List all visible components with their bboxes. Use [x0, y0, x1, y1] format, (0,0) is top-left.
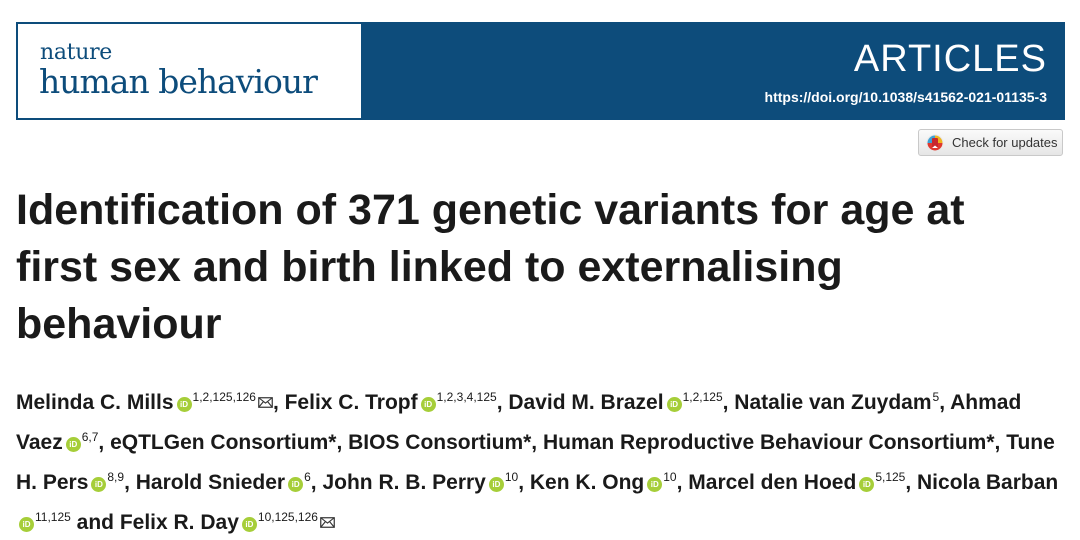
author-separator: ,	[676, 471, 689, 494]
orcid-icon[interactable]: iD	[91, 477, 107, 492]
author[interactable]: eQTLGen Consortium*	[110, 431, 336, 454]
orcid-icon[interactable]: iD	[19, 517, 34, 532]
author-name[interactable]: Ken K. Ong	[529, 471, 645, 494]
affiliation-numbers[interactable]: 10	[504, 470, 519, 484]
affiliation-numbers[interactable]: 1,2,125	[682, 390, 723, 404]
envelope-icon[interactable]	[320, 517, 335, 528]
author-separator: ,	[518, 471, 530, 494]
orcid-icon[interactable]: iD	[288, 477, 304, 492]
author-name[interactable]: eQTLGen Consortium*	[110, 431, 337, 454]
author-separator: ,	[98, 431, 111, 454]
author[interactable]: Ahmad Vaez iD6,7	[16, 391, 1021, 454]
author-name[interactable]: BIOS Consortium*	[348, 431, 532, 454]
author-name[interactable]: Marcel den Hoed	[688, 471, 857, 494]
affiliation-numbers[interactable]: 10	[663, 470, 677, 484]
journal-header: nature human behaviour ARTICLES https://…	[16, 22, 1065, 120]
author[interactable]: Felix R. Day iD10,125,126	[119, 510, 335, 534]
author-separator: ,	[336, 431, 349, 454]
author-name[interactable]: Nicola Barban	[917, 471, 1059, 494]
orcid-icon[interactable]: iD	[666, 397, 682, 412]
author-name[interactable]: Natalie van Zuydam	[734, 391, 932, 414]
affiliation-numbers[interactable]: 1,2,125,126	[192, 390, 256, 404]
affiliation-numbers[interactable]: 11,125	[35, 510, 71, 524]
author[interactable]: Felix C. Tropf iD1,2,3,4,125	[284, 390, 497, 414]
author-name[interactable]: Ahmad Vaez	[16, 391, 1022, 454]
author[interactable]: Marcel den Hoed iD5,125	[688, 470, 906, 494]
author-separator: ,	[531, 431, 543, 454]
crossmark-icon	[926, 134, 944, 151]
affiliation-numbers[interactable]: 10,125,126	[257, 510, 318, 524]
author-name[interactable]: Melinda C. Mills	[16, 391, 174, 414]
author-name[interactable]: Felix R. Day	[119, 511, 239, 534]
author[interactable]: BIOS Consortium*	[348, 431, 531, 454]
author-name[interactable]: David M. Brazel	[508, 391, 664, 414]
orcid-icon[interactable]: iD	[859, 477, 875, 492]
author[interactable]: Human Reproductive Behaviour Consortium*	[543, 431, 995, 454]
logo-nature-text: nature	[40, 40, 113, 65]
author-separator: ,	[994, 431, 1007, 454]
orcid-icon[interactable]: iD	[420, 397, 436, 412]
affiliation-numbers[interactable]: 1,2,3,4,125	[436, 390, 497, 404]
author-name[interactable]: Human Reproductive Behaviour Consortium*	[542, 431, 995, 454]
author-list: Melinda C. Mills iD1,2,125,126, Felix C. …	[16, 380, 1066, 540]
check-for-updates-button[interactable]: Check for updates	[918, 129, 1063, 156]
envelope-icon[interactable]	[258, 397, 273, 408]
author-separator: ,	[722, 391, 735, 414]
author-name[interactable]: Tune H. Pers	[16, 431, 1055, 494]
journal-logo[interactable]: nature human behaviour	[18, 24, 361, 118]
author-separator: ,	[939, 391, 951, 414]
affiliation-numbers[interactable]: 6,7	[81, 430, 99, 444]
author-separator: ,	[272, 391, 285, 414]
author-separator: ,	[310, 471, 323, 494]
orcid-icon[interactable]: iD	[176, 397, 192, 412]
article-type: ARTICLES	[853, 38, 1047, 80]
author-separator: and	[70, 511, 120, 534]
orcid-icon[interactable]: iD	[488, 477, 504, 492]
author[interactable]: Melinda C. Mills iD1,2,125,126	[16, 390, 273, 414]
author-name[interactable]: Felix C. Tropf	[284, 391, 418, 414]
author[interactable]: John R. B. Perry iD10	[322, 470, 519, 494]
author[interactable]: Tune H. Pers iD8,9	[16, 431, 1055, 494]
affiliation-numbers[interactable]: 5,125	[875, 470, 906, 484]
orcid-icon[interactable]: iD	[241, 517, 257, 532]
author[interactable]: Ken K. Ong iD10	[529, 470, 677, 494]
author-separator: ,	[496, 391, 509, 414]
check-for-updates-label: Check for updates	[952, 135, 1058, 150]
logo-journal-name: human behaviour	[39, 62, 318, 101]
author-separator: ,	[124, 471, 136, 494]
author[interactable]: Natalie van Zuydam5	[734, 390, 940, 414]
affiliation-numbers[interactable]: 5	[932, 390, 940, 404]
orcid-icon[interactable]: iD	[65, 437, 81, 452]
doi-link[interactable]: https://doi.org/10.1038/s41562-021-01135…	[764, 89, 1047, 105]
author[interactable]: David M. Brazel iD1,2,125	[508, 390, 723, 414]
affiliation-numbers[interactable]: 6	[304, 470, 311, 484]
author-separator: ,	[905, 471, 918, 494]
author-name[interactable]: Harold Snieder	[135, 471, 286, 494]
affiliation-numbers[interactable]: 8,9	[107, 470, 125, 484]
article-title: Identification of 371 genetic variants f…	[16, 186, 965, 348]
orcid-icon[interactable]: iD	[647, 477, 663, 492]
author[interactable]: Harold Snieder iD6	[135, 470, 311, 494]
author-name[interactable]: John R. B. Perry	[322, 471, 486, 494]
